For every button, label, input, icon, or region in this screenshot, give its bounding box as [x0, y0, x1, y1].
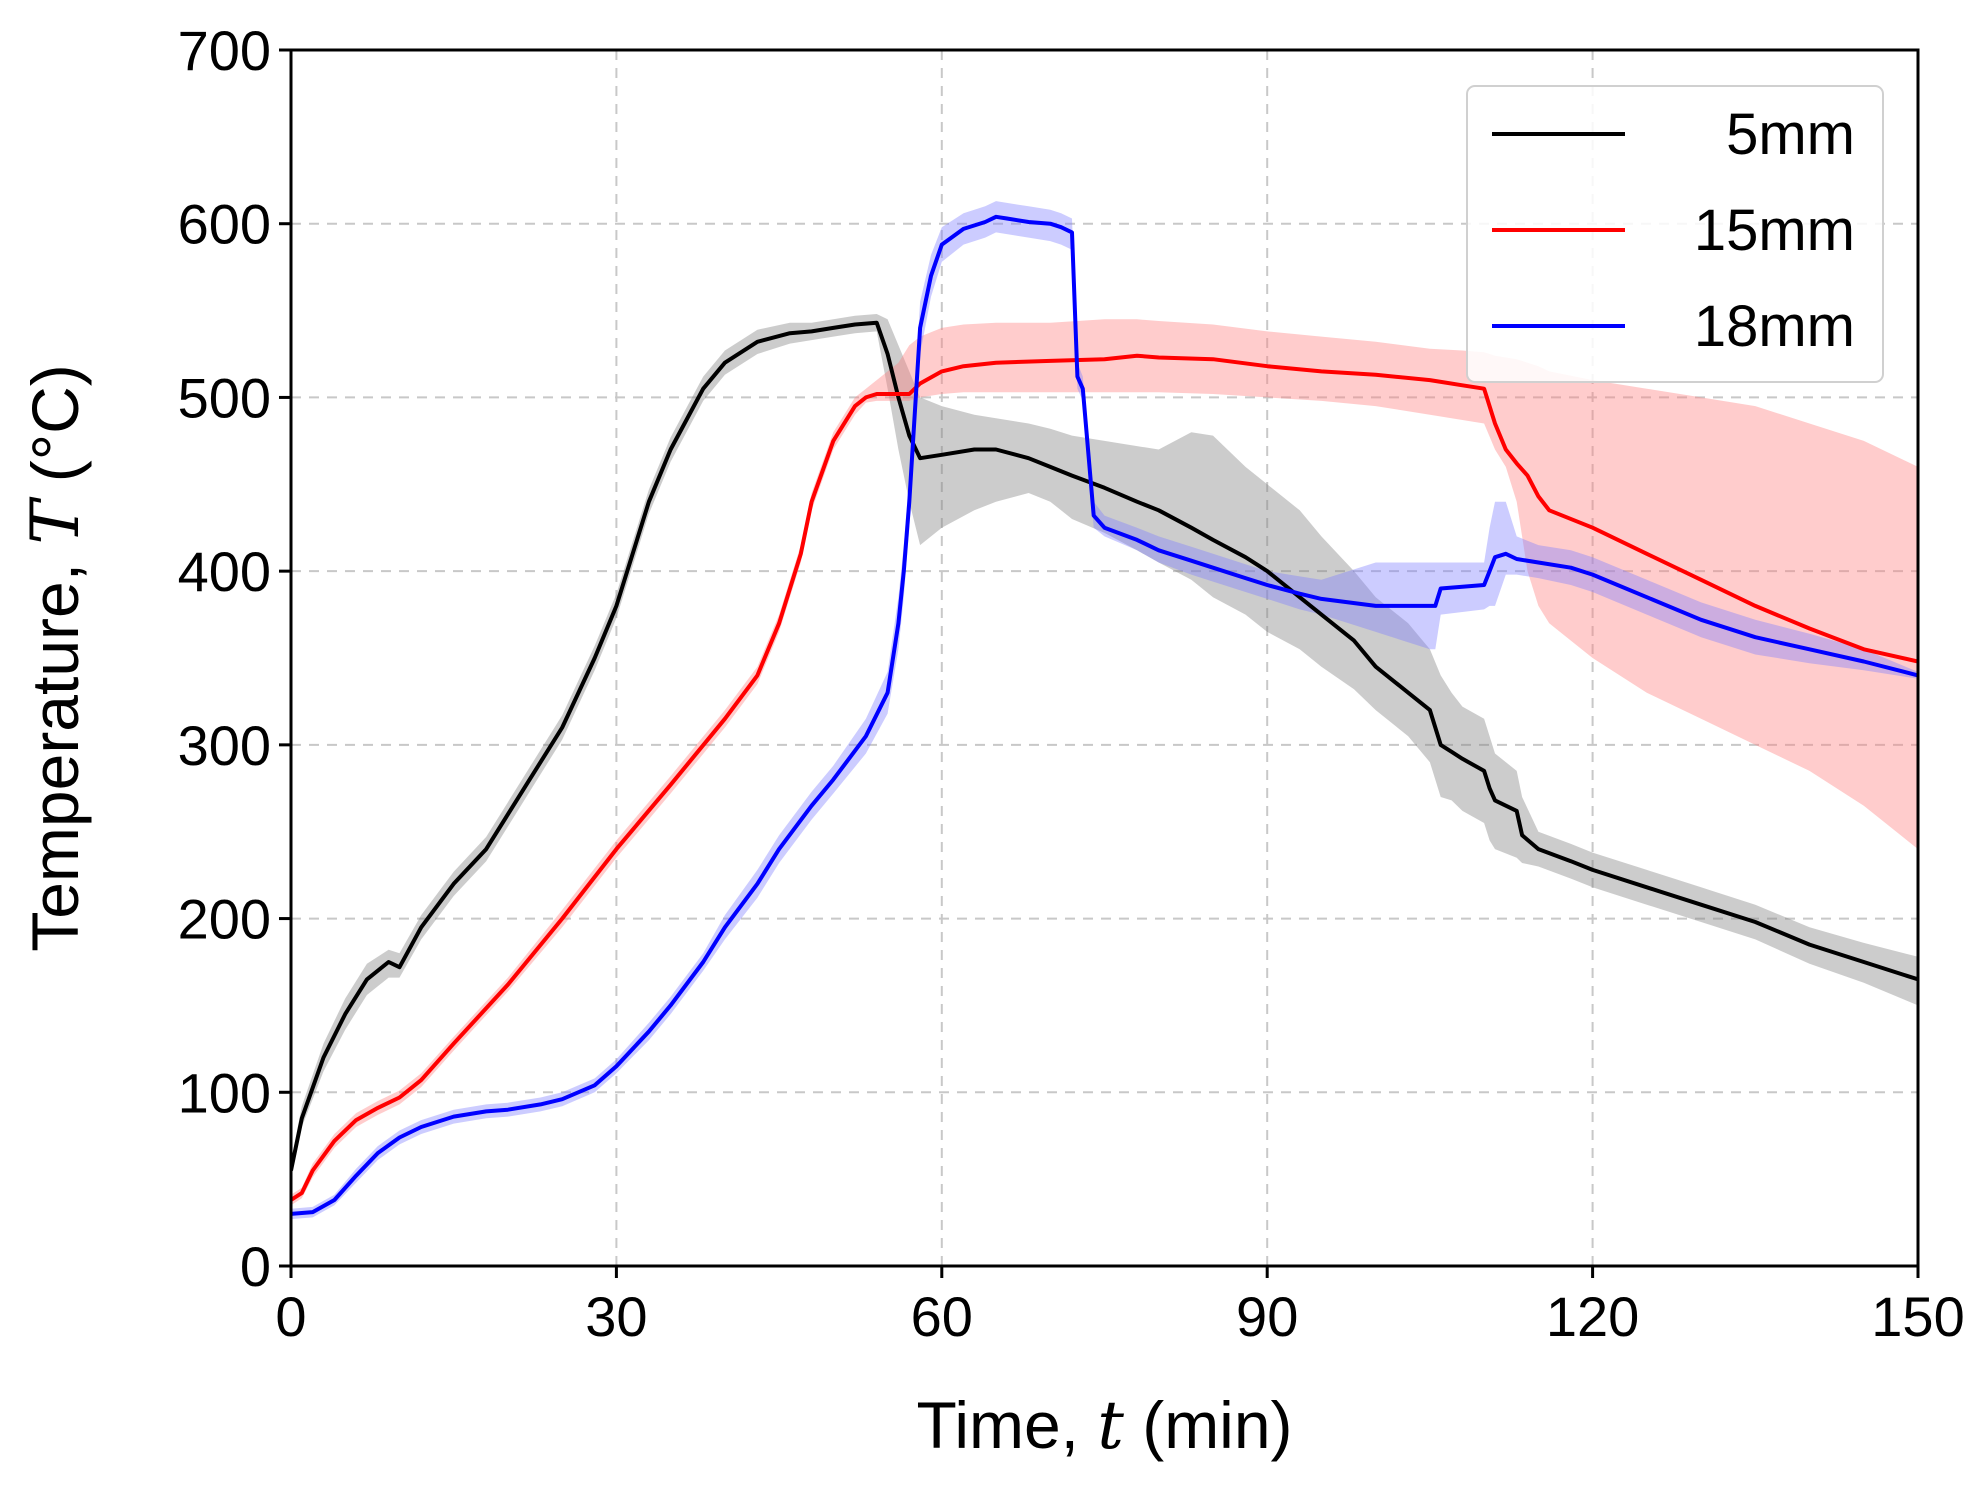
y-tick-label: 0 — [240, 1235, 271, 1298]
y-tick-label: 100 — [178, 1061, 271, 1124]
y-axis-symbol: T — [17, 496, 94, 545]
y-tick-label: 700 — [178, 19, 271, 82]
series-line-5mm — [291, 320, 1918, 1171]
series-lines — [291, 214, 1918, 1216]
x-tick-label: 60 — [911, 1285, 973, 1348]
x-axis-label: Time, t (min) — [916, 1387, 1292, 1464]
legend: 5mm 15mm 18mm — [1466, 85, 1884, 383]
x-tick-label: 0 — [275, 1285, 306, 1348]
y-tick-label: 400 — [178, 540, 271, 603]
x-tick-label: 90 — [1236, 1285, 1298, 1348]
series-line-15mm — [291, 353, 1918, 1202]
legend-label-15mm: 15mm — [1694, 198, 1855, 263]
x-tick-label: 120 — [1546, 1285, 1639, 1348]
band-18mm — [291, 201, 1918, 1220]
y-tick-label: 300 — [178, 714, 271, 777]
y-axis-label: Temperature, T (°C) — [17, 364, 94, 952]
x-axis-label-text: Time, — [916, 1388, 1097, 1462]
series-line-18mm — [291, 214, 1918, 1216]
plot-frame — [289, 48, 1920, 1268]
x-tick-label: 30 — [585, 1285, 647, 1348]
y-tick-label: 600 — [178, 193, 271, 256]
legend-box — [1466, 85, 1884, 383]
band-15mm — [291, 319, 1918, 1206]
y-tick-label: 200 — [178, 888, 271, 951]
y-axis-label-text: Temperature, — [18, 545, 92, 952]
legend-label-18mm: 18mm — [1694, 294, 1855, 359]
legend-label-5mm: 5mm — [1726, 102, 1855, 167]
x-tick-label: 150 — [1871, 1285, 1964, 1348]
y-tick-label: 500 — [178, 366, 271, 429]
x-axis-symbol: t — [1097, 1387, 1124, 1464]
axis-ticks: 0 30 60 90 120 150 0 100 200 300 400 500 600 700 — [178, 19, 1965, 1348]
x-axis-unit: (min) — [1124, 1388, 1293, 1462]
y-axis-unit: (°C) — [18, 364, 92, 500]
